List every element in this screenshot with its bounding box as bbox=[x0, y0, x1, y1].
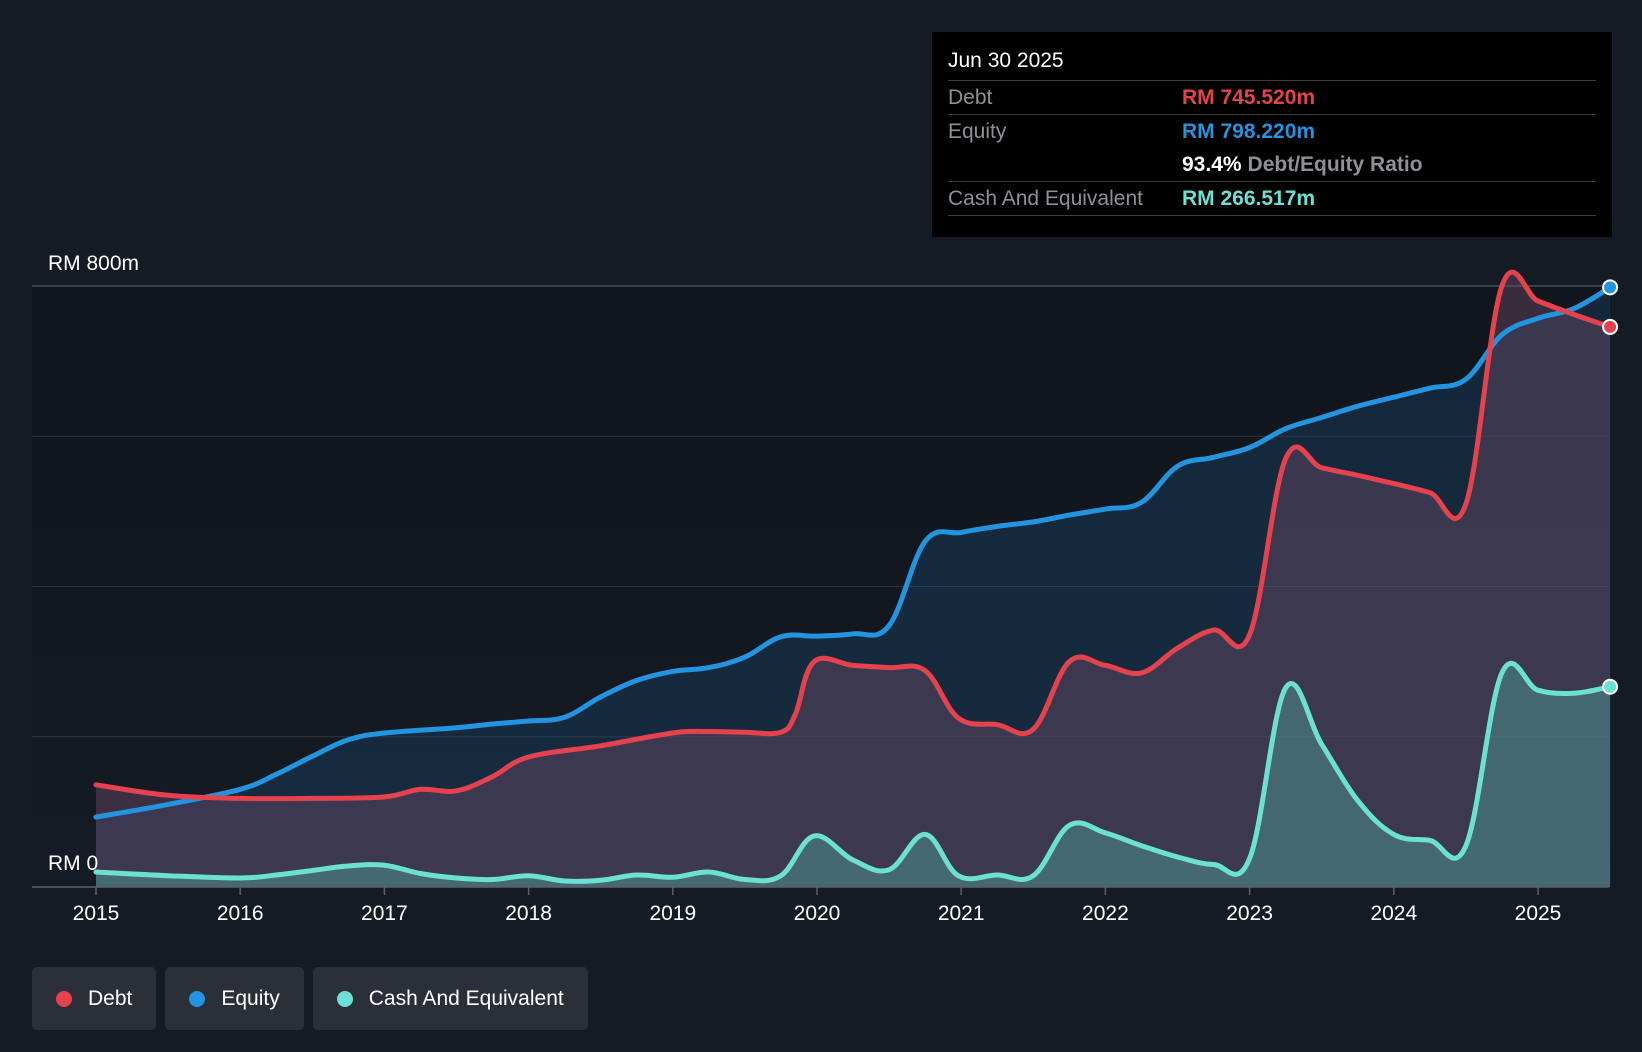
equity-dot-icon bbox=[189, 990, 206, 1007]
x-tick-label-2015: 2015 bbox=[73, 902, 120, 925]
equity-area bbox=[96, 287, 1611, 887]
tooltip-row-debt: Debt RM 745.520m bbox=[948, 80, 1596, 114]
chart-legend: Debt Equity Cash And Equivalent bbox=[32, 967, 597, 1030]
series-endpoints bbox=[1602, 279, 1619, 695]
debt-area bbox=[96, 272, 1611, 887]
tooltip-panel: Jun 30 2025 Debt RM 745.520m Equity RM 7… bbox=[932, 32, 1612, 237]
x-tick-label-2023: 2023 bbox=[1226, 902, 1273, 925]
legend-equity-label: Equity bbox=[221, 986, 280, 1010]
tooltip-cash-value: RM 266.517m bbox=[1182, 187, 1316, 210]
x-tick-label-2021: 2021 bbox=[938, 902, 985, 925]
tooltip-row-cash: Cash And Equivalent RM 266.517m bbox=[948, 181, 1596, 216]
x-axis-ticks: 2015 2016 2017 2018 2019 2020 2021 2022 2023 2024… bbox=[73, 887, 1562, 925]
y-label-top: RM 800m bbox=[48, 252, 139, 275]
tooltip-debt-label: Debt bbox=[948, 86, 993, 109]
debt-line bbox=[93, 269, 1613, 802]
tooltip-row-ratio: 93.4% Debt/Equity Ratio bbox=[948, 148, 1596, 181]
cash-line bbox=[93, 661, 1613, 884]
cash-endpoint bbox=[1602, 678, 1619, 695]
tooltip-equity-label: Equity bbox=[948, 120, 1007, 143]
legend-item-cash[interactable]: Cash And Equivalent bbox=[312, 967, 588, 1030]
x-tick-label-2022: 2022 bbox=[1082, 902, 1129, 925]
equity-line bbox=[93, 284, 1613, 820]
x-tick-label-2020: 2020 bbox=[794, 902, 841, 925]
x-tick-label-2025: 2025 bbox=[1515, 902, 1562, 925]
x-tick-label-2017: 2017 bbox=[361, 902, 408, 925]
x-tick-label-2024: 2024 bbox=[1370, 902, 1417, 925]
tooltip-ratio-label: Debt/Equity Ratio bbox=[1247, 153, 1423, 176]
legend-item-debt[interactable]: Debt bbox=[32, 967, 157, 1030]
debt-dot-icon bbox=[56, 990, 72, 1007]
y-label-bottom: RM 0 bbox=[48, 852, 98, 875]
tooltip-ratio-value: 93.4% bbox=[1182, 153, 1242, 176]
series-areas bbox=[96, 272, 1611, 887]
equity-endpoint bbox=[1602, 279, 1619, 296]
x-tick-label-2018: 2018 bbox=[505, 902, 552, 925]
tooltip-cash-label: Cash And Equivalent bbox=[948, 187, 1143, 210]
debt-endpoint bbox=[1602, 318, 1619, 335]
tooltip-equity-value: RM 798.220m bbox=[1182, 120, 1316, 143]
legend-cash-label: Cash And Equivalent bbox=[368, 986, 564, 1010]
legend-item-equity[interactable]: Equity bbox=[165, 967, 304, 1030]
cash-area bbox=[96, 663, 1611, 887]
cash-dot-icon bbox=[336, 990, 353, 1007]
x-tick-label-2019: 2019 bbox=[649, 902, 696, 925]
tooltip-row-equity: Equity RM 798.220m bbox=[948, 114, 1596, 148]
series-lines bbox=[93, 269, 1613, 884]
x-tick-label-2016: 2016 bbox=[217, 902, 264, 925]
legend-debt-label: Debt bbox=[88, 986, 133, 1010]
tooltip-date: Jun 30 2025 bbox=[948, 49, 1064, 72]
tooltip-debt-value: RM 745.520m bbox=[1182, 86, 1316, 109]
